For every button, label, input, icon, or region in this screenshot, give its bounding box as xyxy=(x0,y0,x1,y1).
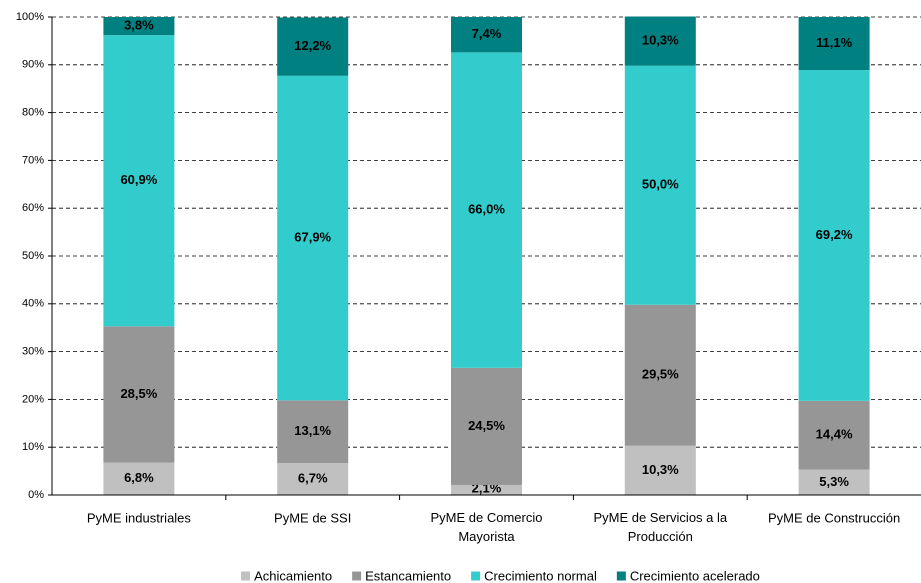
y-tick-label: 10% xyxy=(22,441,44,453)
bar-segment xyxy=(624,304,696,446)
x-tick-label: PyME de SSI xyxy=(274,510,351,525)
bar-segment xyxy=(624,16,696,66)
legend-item: Crecimiento acelerado xyxy=(616,568,760,583)
value-label: 28,5% xyxy=(120,386,157,401)
y-tick-label: 80% xyxy=(22,107,44,119)
value-label: 11,1% xyxy=(816,35,853,50)
y-tick-label: 90% xyxy=(22,59,44,71)
bar-segment xyxy=(798,469,870,495)
legend-label: Achicamiento xyxy=(254,568,332,583)
value-label: 12,2% xyxy=(294,38,331,53)
x-tick-label: PyME de Construcción xyxy=(768,510,900,525)
value-label: 6,7% xyxy=(298,470,328,485)
bar-segment xyxy=(277,75,349,401)
bar-segment xyxy=(277,400,349,463)
x-tick-label: PyME de Servicios a la Producción xyxy=(593,510,727,544)
y-tick-label: 70% xyxy=(22,154,44,166)
bar-segment xyxy=(103,462,175,495)
value-label: 67,9% xyxy=(294,230,331,245)
bar-segment xyxy=(451,484,522,495)
y-tick-label: 100% xyxy=(16,11,44,23)
legend-swatch xyxy=(241,571,251,581)
y-tick-label: 20% xyxy=(22,393,44,405)
bar-segment xyxy=(103,35,175,327)
bar-segment xyxy=(103,326,175,463)
value-label: 60,9% xyxy=(120,172,157,187)
value-label: 24,5% xyxy=(468,418,505,433)
y-tick-label: 40% xyxy=(22,298,44,310)
y-tick-label: 30% xyxy=(22,346,44,358)
value-label: 5,3% xyxy=(819,474,849,489)
value-label: 10,3% xyxy=(642,33,679,48)
legend-swatch xyxy=(616,571,626,581)
bar-segment xyxy=(277,462,349,495)
value-label: 66,0% xyxy=(468,202,505,217)
y-tick-label: 60% xyxy=(22,202,44,214)
x-tick-label: PyME de Comercio Mayorista xyxy=(431,510,543,544)
y-tick-label: 50% xyxy=(22,250,44,262)
bar-segment xyxy=(451,52,522,368)
bar-segment xyxy=(103,17,175,36)
bar-segment xyxy=(798,400,870,470)
bar-segment xyxy=(798,70,870,401)
value-label: 7,4% xyxy=(472,26,502,41)
value-label: 29,5% xyxy=(642,367,679,382)
legend-label: Crecimiento acelerado xyxy=(630,568,760,583)
legend-item: Crecimiento normal xyxy=(471,568,597,583)
bar-segment xyxy=(277,17,349,76)
bar-segment xyxy=(451,17,522,53)
x-tick-label: PyME industriales xyxy=(87,510,192,525)
value-label: 6,8% xyxy=(124,470,154,485)
y-tick-label: 0% xyxy=(28,489,44,501)
legend-label: Crecimiento normal xyxy=(484,568,597,583)
legend-item: Estancamiento xyxy=(352,568,451,583)
legend-label: Estancamiento xyxy=(365,568,451,583)
bar-segment xyxy=(798,17,870,71)
legend-item: Achicamiento xyxy=(241,568,332,583)
value-label: 50,0% xyxy=(642,177,679,192)
value-label: 3,8% xyxy=(124,18,154,33)
value-label: 69,2% xyxy=(816,227,853,242)
value-label: 14,4% xyxy=(816,427,853,442)
bar-segment xyxy=(451,367,522,485)
bar-segment xyxy=(624,65,696,305)
value-label: 10,3% xyxy=(642,462,679,477)
legend-swatch xyxy=(471,571,481,581)
legend-swatch xyxy=(352,571,362,581)
bar-segment xyxy=(624,445,696,495)
value-label: 13,1% xyxy=(294,423,331,438)
